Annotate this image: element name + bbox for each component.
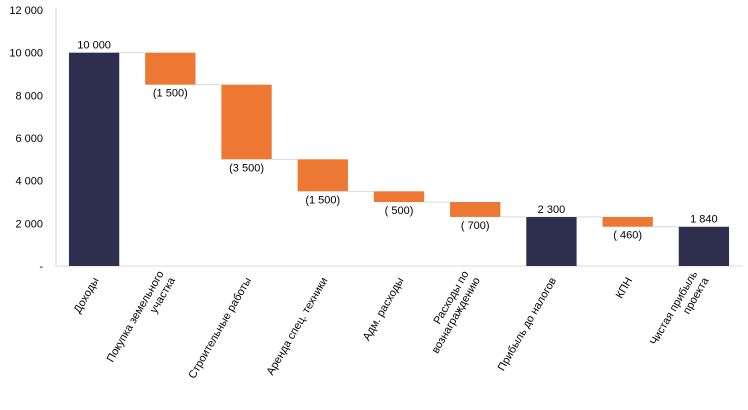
bar-decrease [221, 84, 272, 160]
bar-decrease [297, 159, 348, 192]
y-tick-label: 6 000 [15, 133, 43, 145]
y-tick-label: 2 000 [15, 218, 43, 230]
x-category-label: Покупка земельногоучастка [105, 268, 179, 371]
bar-decrease [373, 191, 425, 202]
x-category-label: Прибыль до налогов [496, 275, 559, 373]
bar-decrease [602, 216, 653, 227]
bar-total [526, 216, 577, 266]
x-category-label: Чистая прибыльпроекта [648, 268, 712, 354]
x-category-label: Адм. расходы [361, 275, 407, 342]
data-label: 10 000 [77, 40, 111, 52]
data-label: ( 700) [461, 220, 490, 232]
y-tick-label: 10 000 [9, 48, 43, 60]
y-tick-label: 4 000 [15, 176, 43, 188]
data-label: 1 840 [690, 214, 718, 226]
x-category-label: КПН [614, 275, 636, 300]
bar-decrease [145, 52, 196, 85]
data-label: ( 500) [385, 205, 414, 217]
bar-total [678, 226, 730, 266]
data-label: (3 500) [229, 162, 264, 174]
x-category-label: Расходы повознаграждению [418, 269, 482, 356]
x-category-label: Строительные работы [186, 275, 254, 380]
y-tick-label: - [39, 261, 43, 273]
y-tick-label: 8 000 [15, 90, 43, 102]
bar-decrease [450, 202, 501, 217]
x-category-label: Доходы [72, 275, 102, 315]
x-category-label: Аренда спец. техники [265, 276, 331, 378]
bar-total [68, 52, 120, 266]
y-tick-label: 12 000 [9, 5, 43, 17]
data-label: (1 500) [305, 194, 340, 206]
data-label: (1 500) [153, 88, 188, 100]
data-label: 2 300 [538, 204, 566, 216]
data-label: ( 460) [613, 230, 642, 242]
